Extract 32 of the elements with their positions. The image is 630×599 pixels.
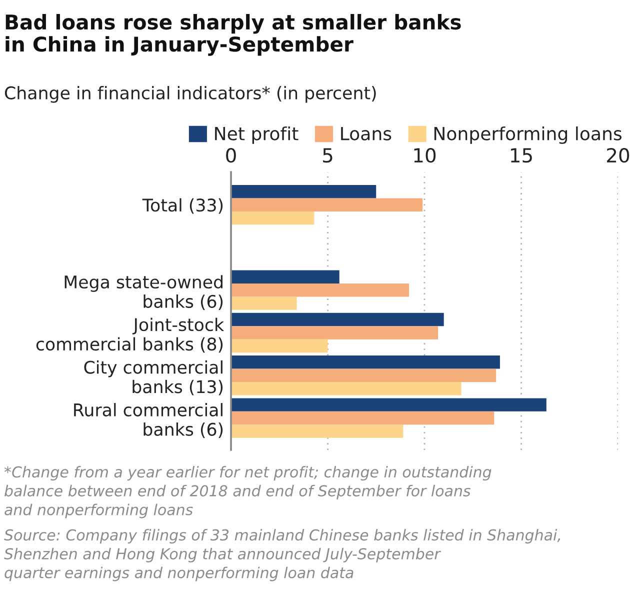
bar bbox=[231, 284, 410, 297]
bar bbox=[231, 339, 328, 353]
legend-label: Loans bbox=[341, 127, 392, 140]
bar bbox=[231, 382, 462, 396]
bar bbox=[231, 398, 546, 412]
bar bbox=[231, 185, 376, 198]
x-tick-label: 5 bbox=[323, 148, 332, 163]
y-tick-label: Total (33) bbox=[142, 198, 223, 214]
bar bbox=[231, 411, 494, 425]
y-tick-label: Mega state-owned banks (6) bbox=[64, 275, 223, 310]
y-tick-label: Rural commercial banks (6) bbox=[74, 403, 223, 438]
bar bbox=[231, 368, 496, 382]
legend-label: Nonperforming loans bbox=[434, 126, 622, 144]
bar bbox=[231, 356, 500, 369]
x-tick-label: 20 bbox=[607, 148, 630, 163]
y-tick-label: City commercial banks (13) bbox=[84, 360, 223, 396]
x-tick-label: 0 bbox=[226, 148, 236, 163]
bar bbox=[231, 270, 340, 284]
text: *Change from a year earlier for net profit; change in outstanding balance between end of 2018 and end of September for loans and nonperforming loans bbox=[4, 466, 492, 518]
x-tick-label: 10 bbox=[414, 148, 436, 163]
y-tick-label: Joint-stock commercial banks (8) bbox=[36, 318, 224, 353]
bar bbox=[231, 424, 404, 438]
bar bbox=[231, 312, 444, 326]
bar bbox=[231, 296, 297, 310]
chart-subtitle: Change in financial indicators* (in percent) bbox=[4, 86, 376, 103]
source-note: Source: Company filings of 33 mainland Chinese banks listed in Shanghai, Shenzhen and Hong Kong that announced July-September quarter earnings and nonperforming loan data bbox=[4, 529, 560, 582]
bar bbox=[231, 198, 423, 212]
legend-label: Net profit bbox=[215, 126, 298, 144]
x-tick-label: 15 bbox=[511, 148, 532, 163]
bar bbox=[231, 326, 438, 340]
chart-title: Bad loans rose sharply at smaller banks in China in January-September bbox=[6, 14, 461, 56]
bar bbox=[231, 211, 314, 225]
